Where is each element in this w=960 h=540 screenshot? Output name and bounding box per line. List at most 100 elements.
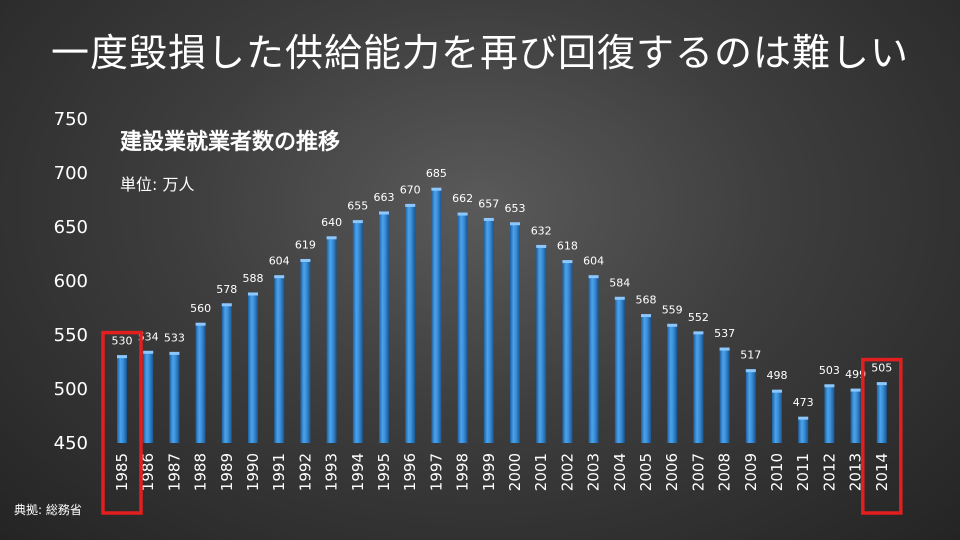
chart-title: 建設業就業者数の推移 [120, 130, 341, 155]
bar-2012 [824, 385, 835, 443]
data-label: 473 [793, 396, 814, 409]
bar-cap [248, 292, 258, 296]
bar-2011 [798, 418, 809, 443]
bar-2005 [641, 315, 651, 443]
x-tick-label: 1993 [323, 453, 341, 491]
bar-cap [483, 217, 494, 221]
data-label: 640 [321, 216, 342, 229]
bar-cap [457, 212, 468, 216]
x-tick-label: 1996 [401, 453, 419, 491]
bar-2010 [772, 391, 782, 443]
y-tick-label: 750 [54, 109, 88, 130]
y-axis: 450 500 550 600 650 700 750 [54, 109, 88, 454]
data-labels: 530 534 533 560 578 588 604 619 640 655 663 670 685 6… [112, 167, 893, 409]
data-label: 534 [138, 330, 159, 343]
bar-1993 [326, 237, 337, 443]
bar-cap [300, 258, 311, 262]
bar-cap [641, 314, 651, 318]
bar-2009 [745, 370, 756, 443]
bar-2003 [588, 276, 599, 443]
bar-cap [693, 331, 704, 335]
bar-2008 [719, 349, 730, 443]
x-tick-label: 2009 [742, 453, 760, 491]
bar-cap [510, 222, 520, 226]
x-tick-label: 1987 [165, 453, 183, 491]
bar-cap [588, 275, 599, 279]
y-tick-label: 600 [54, 271, 88, 292]
data-label: 537 [714, 327, 735, 340]
data-label: 503 [819, 364, 840, 377]
data-label: 619 [295, 238, 316, 251]
data-label: 568 [636, 294, 657, 307]
bar-1996 [405, 205, 416, 443]
bar-cap [562, 260, 573, 264]
x-tick-label: 1992 [296, 453, 314, 491]
x-tick-label: 1989 [218, 453, 236, 491]
bar-2001 [536, 246, 547, 443]
bar-cap [143, 350, 154, 354]
x-tick-label: 1988 [192, 453, 210, 491]
x-tick-label: 2005 [637, 453, 655, 491]
x-tick-label: 1999 [480, 453, 498, 491]
x-tick-label: 2006 [663, 453, 681, 491]
bar-cap [431, 187, 442, 191]
x-tick-label: 2001 [532, 453, 550, 491]
bar-cap [326, 236, 337, 240]
bar-cap [772, 389, 782, 393]
highlight-boxes [101, 330, 903, 515]
data-label: 657 [478, 197, 499, 210]
bar-1988 [195, 324, 206, 443]
x-tick-label: 1990 [244, 453, 262, 491]
data-label: 604 [583, 255, 604, 268]
data-label: 632 [531, 224, 552, 237]
data-label: 670 [400, 183, 421, 196]
bar-cap [117, 355, 127, 359]
bar-cap [195, 322, 206, 326]
bar-cap [824, 384, 835, 388]
bar-1999 [483, 219, 494, 443]
data-label: 498 [767, 369, 788, 382]
x-tick-label: 2000 [506, 453, 524, 491]
x-tick-label: 1994 [349, 453, 367, 491]
highlight-box-1985 [101, 330, 143, 515]
data-label: 655 [347, 200, 368, 213]
data-label: 588 [243, 272, 264, 285]
source-note: 典拠: 総務省 [14, 503, 82, 517]
x-tick-label: 1985 [113, 453, 131, 491]
bar-2004 [614, 298, 625, 443]
bar-1994 [352, 221, 363, 443]
data-label: 653 [505, 202, 526, 215]
bar-cap [614, 296, 625, 300]
x-tick-label: 1997 [427, 453, 445, 491]
y-tick-label: 700 [54, 163, 88, 184]
x-tick-label: 1998 [454, 453, 472, 491]
bar-cap [850, 388, 861, 392]
slide-title: 一度毀損した供給能力を再び回復するのは難しい [50, 31, 909, 75]
bar-cap [536, 244, 547, 248]
bars [117, 187, 887, 443]
data-label: 505 [871, 362, 892, 375]
data-label: 584 [609, 276, 630, 289]
bar-1998 [457, 214, 468, 443]
bar-cap [667, 323, 678, 327]
bar-1985 [117, 356, 127, 443]
bar-2014 [876, 383, 887, 443]
x-tick-label: 2003 [585, 453, 603, 491]
bar-2013 [850, 390, 861, 443]
bar-cap [798, 416, 809, 420]
bar-1997 [431, 189, 442, 443]
x-tick-label: 1986 [139, 453, 157, 491]
bar-cap [405, 203, 416, 207]
x-tick-label: 2007 [689, 453, 707, 491]
data-label: 662 [452, 192, 473, 205]
chart-unit-label: 単位: 万人 [120, 175, 195, 194]
bar-cap [274, 275, 285, 279]
y-tick-label: 550 [54, 325, 88, 346]
bar-cap [719, 347, 730, 351]
bar-2007 [693, 332, 704, 443]
bar-cap [169, 351, 180, 355]
bar-1987 [169, 353, 180, 443]
y-tick-label: 450 [54, 433, 88, 454]
data-label: 559 [662, 303, 683, 316]
bar-1991 [274, 276, 285, 443]
